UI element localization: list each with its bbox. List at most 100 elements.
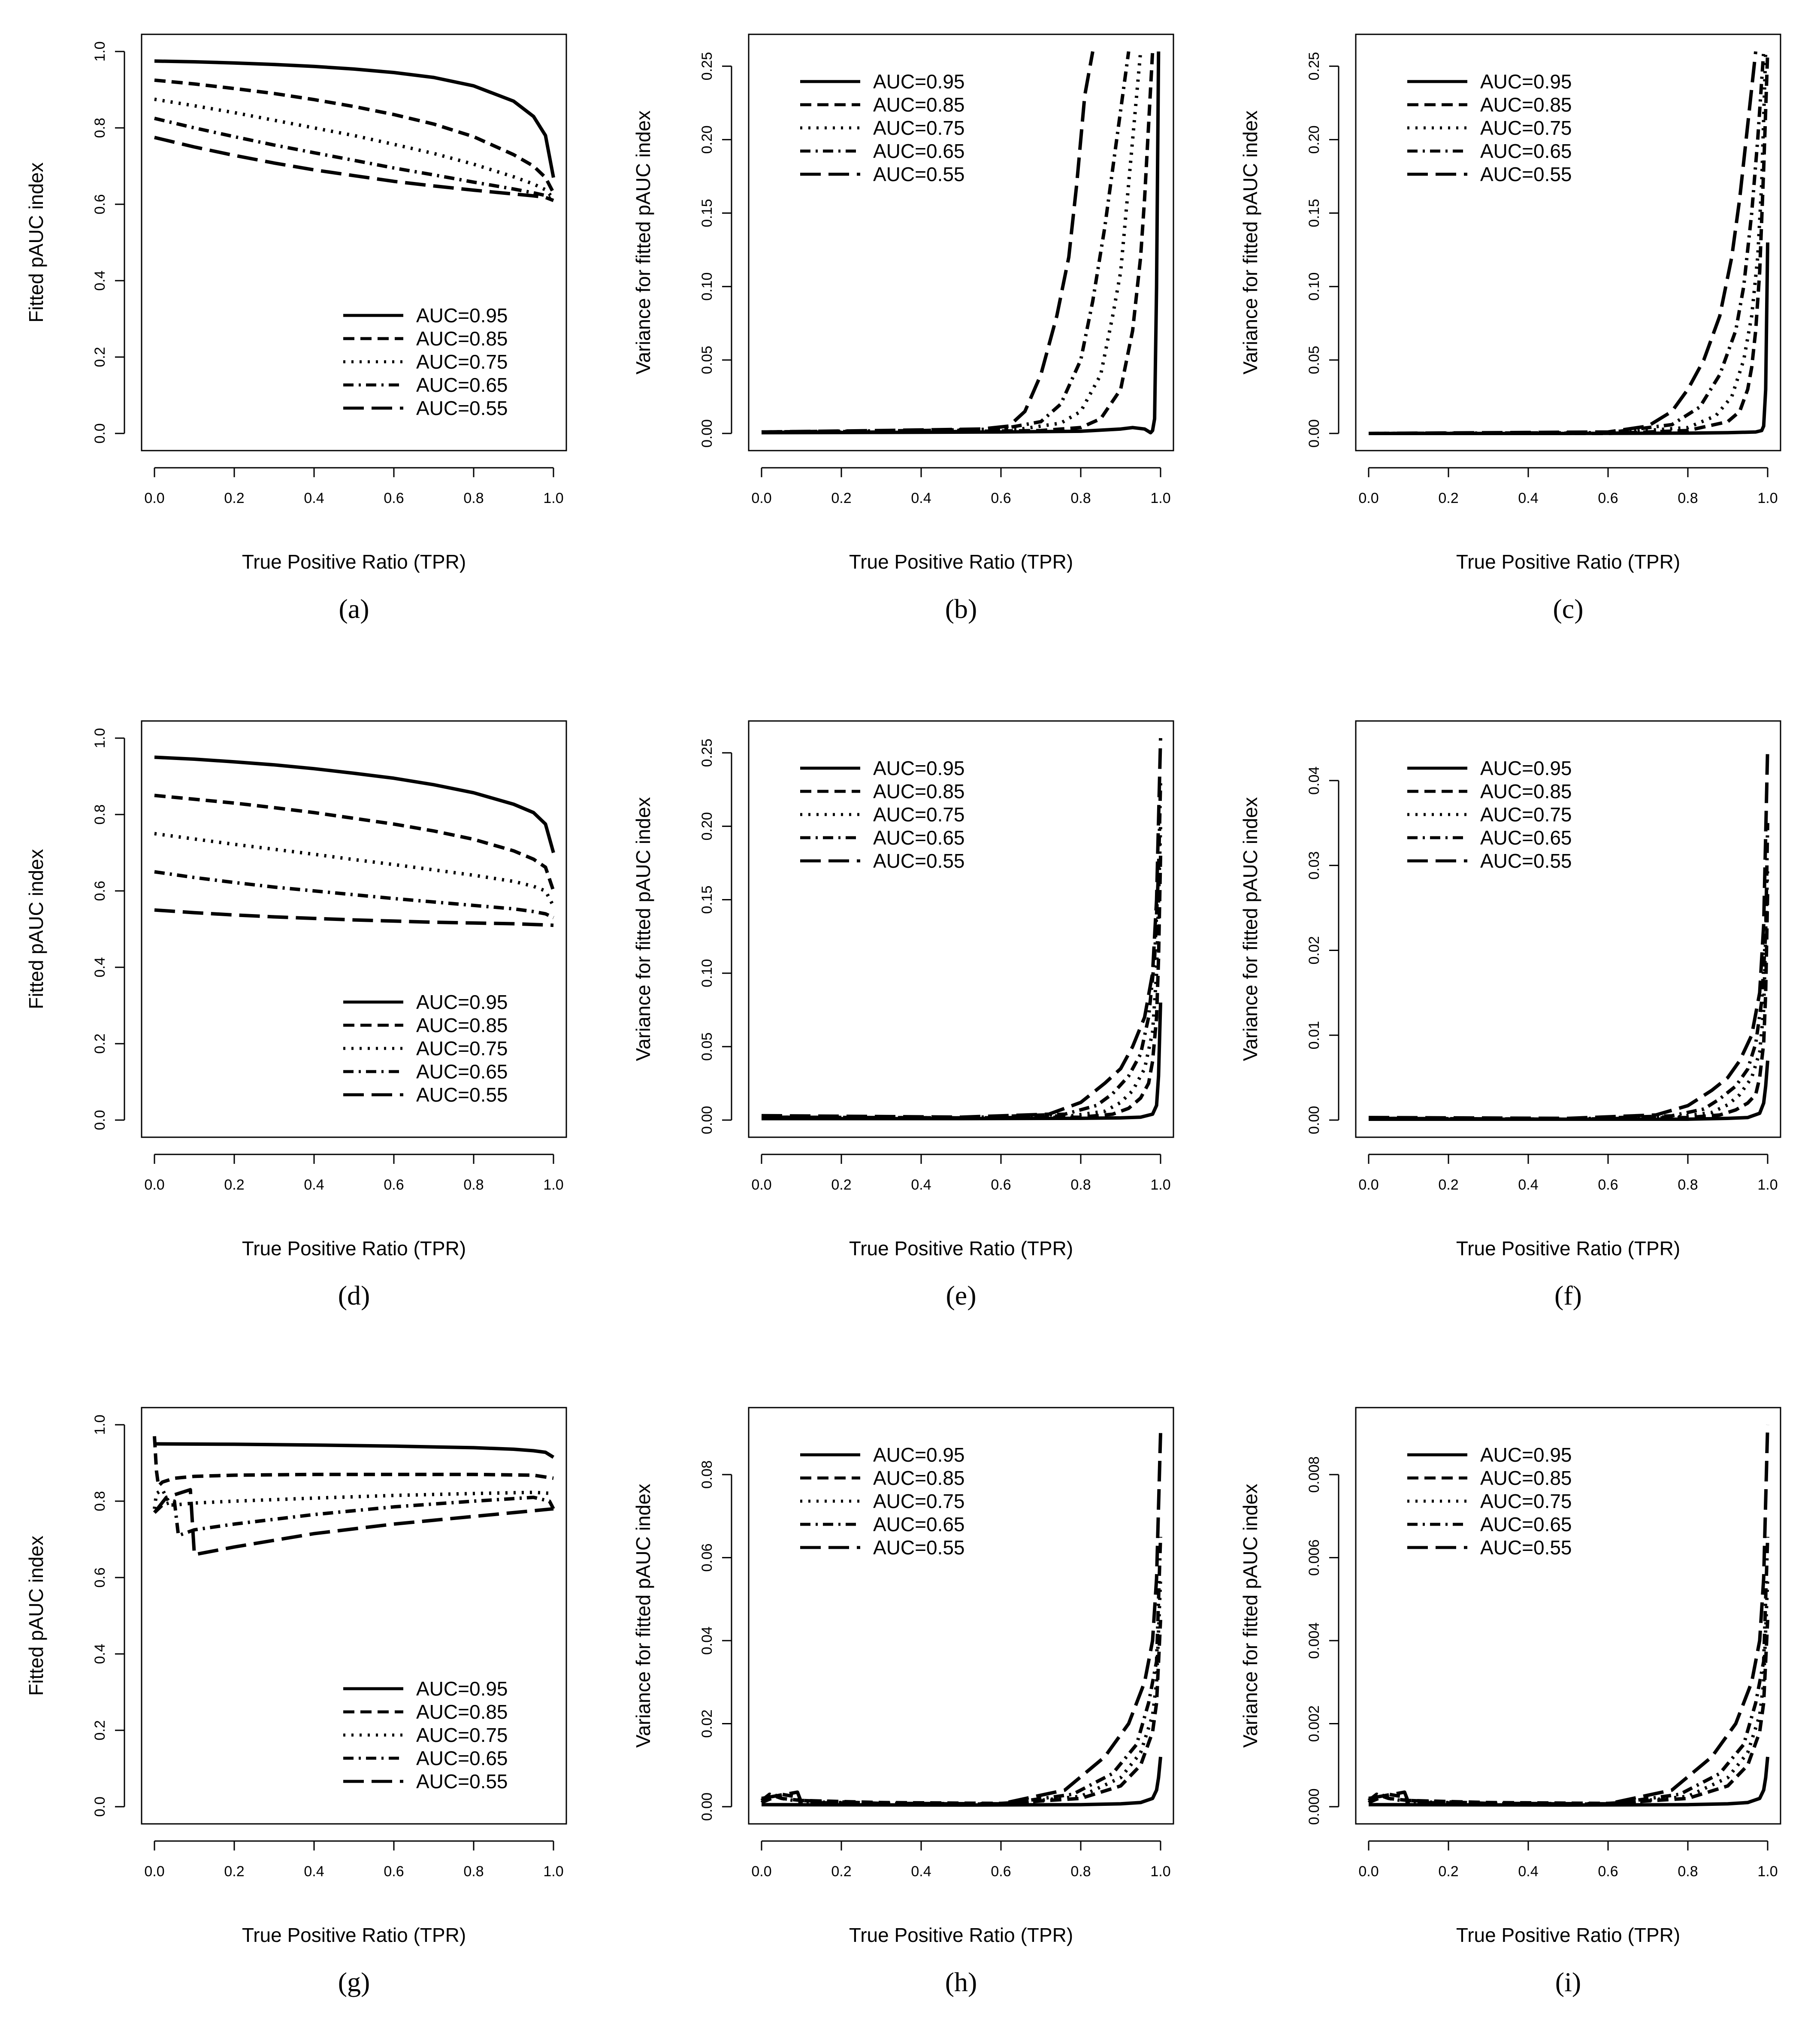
y-tick-label: 0.6 (92, 881, 108, 901)
panel-label: (i) (1555, 1967, 1581, 1997)
series-line-3 (154, 832, 555, 907)
y-tick-label: 0.00 (699, 1106, 715, 1134)
panel-h: 0.0 0.2 0.4 0.6 0.8 1.0 True Positive Ratio (T… (632, 1407, 1174, 1946)
legend-label: AUC=0.55 (873, 163, 965, 185)
x-axis: 0.0 0.2 0.4 0.6 0.8 1.0 (144, 1840, 564, 1880)
legend-label: AUC=0.65 (1480, 1513, 1572, 1535)
x-tick-label: 0.0 (1358, 1177, 1379, 1193)
legend-label: AUC=0.55 (1480, 163, 1572, 185)
y-axis: 0.00 0.05 0.10 0.15 0.20 0.25 (1306, 52, 1339, 448)
series-line-1 (154, 755, 555, 854)
plot-frame (748, 1407, 1174, 1825)
y-tick-label: 0.02 (1306, 936, 1322, 964)
y-tick-label: 0.00 (699, 1793, 715, 1821)
panel-c: 0.0 0.2 0.4 0.6 0.8 1.0 True Positive Ratio (T… (1239, 33, 1781, 573)
y-tick-label: 0.4 (92, 1644, 108, 1664)
series-group (761, 738, 1162, 1121)
series-line-1 (1369, 242, 1769, 435)
y-axis: 0.0 0.2 0.4 0.6 0.8 1.0 (92, 1414, 125, 1817)
legend-label: AUC=0.65 (1480, 140, 1572, 162)
y-tick-label: 0.6 (92, 1567, 108, 1587)
legend-label: AUC=0.95 (416, 304, 508, 327)
y-tick-label: 0.06 (699, 1543, 715, 1572)
plot-frame (141, 1407, 567, 1825)
legend-label: AUC=0.85 (416, 1701, 508, 1723)
x-axis: 0.0 0.2 0.4 0.6 0.8 1.0 (1358, 467, 1778, 506)
y-tick-label: 0.05 (699, 346, 715, 374)
y-tick-label: 0.2 (92, 1033, 108, 1054)
legend-label: AUC=0.95 (873, 1444, 965, 1466)
legend-label: AUC=0.85 (1480, 780, 1572, 803)
y-tick-label: 0.04 (1306, 766, 1322, 795)
y-tick-label: 1.0 (92, 41, 108, 61)
series-group (761, 51, 1161, 435)
x-axis: 0.0 0.2 0.4 0.6 0.8 1.0 (751, 1840, 1171, 1880)
series-line-5 (154, 136, 554, 202)
legend-label: AUC=0.85 (1480, 1467, 1572, 1489)
legend-label: AUC=0.75 (1480, 117, 1572, 139)
series-line-4 (1368, 51, 1766, 435)
y-axis-title: Fitted pAUC index (25, 162, 47, 322)
panel-label: (c) (1553, 594, 1583, 624)
x-tick-label: 0.6 (1598, 1177, 1618, 1193)
y-tick-label: 0.2 (92, 347, 108, 367)
series-line-2 (1368, 890, 1769, 1121)
x-tick-label: 0.8 (1070, 490, 1091, 506)
y-tick-label: 0.15 (699, 885, 715, 914)
x-tick-label: 0.8 (463, 1863, 484, 1880)
series-line-1 (154, 1442, 555, 1459)
x-tick-label: 0.6 (1598, 1863, 1618, 1880)
x-tick-label: 0.8 (1678, 1177, 1698, 1193)
legend-label: AUC=0.85 (873, 1467, 965, 1489)
x-axis: 0.0 0.2 0.4 0.6 0.8 1.0 (1358, 1840, 1778, 1880)
legend-label: AUC=0.95 (873, 70, 965, 93)
series-line-4 (1368, 1537, 1769, 1806)
y-axis: 0.00 0.05 0.10 0.15 0.20 0.25 (699, 52, 732, 448)
legend-label: AUC=0.85 (416, 327, 508, 350)
series-line-5 (761, 51, 1094, 434)
x-tick-label: 0.4 (911, 1863, 931, 1880)
series-line-1 (154, 59, 555, 178)
series-group (1368, 51, 1769, 435)
y-tick-label: 0.25 (699, 739, 715, 767)
plot-frame (1355, 33, 1781, 451)
y-tick-label: 0.8 (92, 804, 108, 824)
panel-g: 0.0 0.2 0.4 0.6 0.8 1.0 True Positive Ratio (T… (25, 1407, 567, 1946)
x-tick-label: 0.2 (224, 1863, 244, 1880)
x-tick-label: 0.4 (304, 490, 324, 506)
x-axis: 0.0 0.2 0.4 0.6 0.8 1.0 (751, 467, 1171, 506)
legend-label: AUC=0.95 (416, 1678, 508, 1700)
x-tick-label: 0.4 (1518, 1177, 1538, 1193)
y-tick-label: 0.6 (92, 194, 108, 214)
x-axis: 0.0 0.2 0.4 0.6 0.8 1.0 (144, 467, 564, 506)
series-line-3 (1368, 865, 1769, 1121)
y-tick-label: 0.02 (699, 1709, 715, 1738)
y-tick-label: 0.08 (699, 1460, 715, 1489)
series-line-2 (761, 51, 1155, 434)
panel-d: 0.0 0.2 0.4 0.6 0.8 1.0 True Positive Ratio (T… (25, 720, 567, 1260)
x-tick-label: 0.2 (1438, 1863, 1458, 1880)
y-tick-label: 0.0 (92, 1796, 108, 1817)
x-tick-label: 0.6 (991, 1863, 1011, 1880)
x-axis-title: True Positive Ratio (TPR) (1456, 1924, 1680, 1946)
x-tick-label: 0.6 (384, 1177, 404, 1193)
series-line-3 (761, 51, 1143, 434)
x-tick-label: 1.0 (1150, 1863, 1170, 1880)
x-tick-label: 1.0 (1150, 1177, 1170, 1193)
x-axis-title: True Positive Ratio (TPR) (849, 1237, 1073, 1260)
x-tick-label: 1.0 (1757, 1863, 1778, 1880)
x-tick-label: 0.0 (751, 1863, 771, 1880)
x-tick-label: 0.0 (751, 1177, 771, 1193)
y-tick-label: 0.8 (92, 118, 108, 138)
y-axis-title: Variance for fitted pAUC index (632, 110, 654, 374)
y-tick-label: 0.10 (699, 959, 715, 987)
series-line-3 (154, 97, 555, 200)
x-tick-label: 0.2 (831, 1863, 851, 1880)
plot-frame (1355, 720, 1781, 1138)
series-line-3 (1367, 1578, 1769, 1806)
series-line-5 (154, 908, 554, 927)
y-tick-label: 0.0 (92, 1110, 108, 1130)
